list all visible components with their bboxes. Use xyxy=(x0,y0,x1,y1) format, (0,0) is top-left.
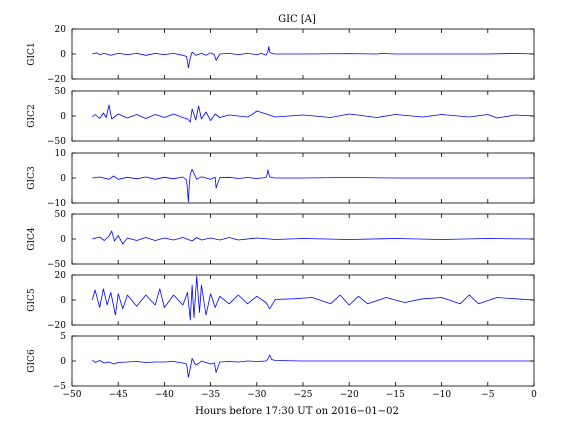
axes-frame xyxy=(71,90,535,142)
axes-frame xyxy=(71,274,535,326)
chart-title: GIC [A] xyxy=(278,14,316,25)
y-tick-label: 50 xyxy=(55,87,67,97)
series-line-gic2 xyxy=(92,104,535,123)
y-tick-label: −20 xyxy=(47,75,66,85)
y-tick-label: 0 xyxy=(60,296,66,306)
y-tick-label: 10 xyxy=(55,149,67,159)
panel-gic3: −10 0 10 GIC3 xyxy=(27,149,535,209)
panel-gic5: −20 0 20 GIC5 xyxy=(27,271,535,331)
y-axis-label: GIC3 xyxy=(27,166,37,190)
y-axis-label: GIC5 xyxy=(27,288,37,312)
y-tick-label: 0 xyxy=(60,112,66,122)
y-tick-label: 20 xyxy=(55,25,67,35)
y-tick-label: −10 xyxy=(47,199,66,209)
x-tick-label: −35 xyxy=(201,390,220,400)
series-line-gic3 xyxy=(92,168,534,203)
y-tick-label: 0 xyxy=(60,357,66,367)
x-tick-label: −30 xyxy=(247,390,266,400)
series-line-gic4 xyxy=(92,230,535,245)
y-tick-label: 5 xyxy=(60,332,66,342)
y-axis-label: GIC6 xyxy=(27,349,37,373)
x-tick-label: −10 xyxy=(432,390,451,400)
y-tick-label: 20 xyxy=(55,271,67,281)
series-line-gic1 xyxy=(92,46,535,69)
x-tick-label: −40 xyxy=(155,390,174,400)
y-tick-label: −50 xyxy=(47,137,66,147)
y-axis-label: GIC1 xyxy=(27,42,37,65)
y-tick-label: 50 xyxy=(55,210,67,220)
x-tick-label: −20 xyxy=(340,390,359,400)
y-tick-label: 0 xyxy=(60,50,66,60)
series-line-gic6 xyxy=(92,354,534,378)
y-tick-label: −5 xyxy=(53,382,67,392)
y-tick-label: 0 xyxy=(60,174,66,184)
x-axis-label: Hours before 17:30 UT on 2016−01−02 xyxy=(195,406,399,417)
series-line-gic5 xyxy=(91,275,535,321)
y-tick-label: −20 xyxy=(47,321,66,331)
y-axis-label: GIC4 xyxy=(27,227,37,251)
panel-gic1: −20 0 20 GIC1 xyxy=(27,25,535,85)
x-tick-label: −25 xyxy=(294,390,313,400)
x-tick-label: −15 xyxy=(386,390,405,400)
y-axis-label: GIC2 xyxy=(27,104,37,127)
y-tick-label: 0 xyxy=(60,235,66,245)
panel-stack: −20020GIC1−50050GIC2−10010GIC3−50050GIC4… xyxy=(27,25,537,400)
x-tick-label: 0 xyxy=(531,390,537,400)
panel-gic2: −50 0 50 GIC2 xyxy=(27,87,535,147)
y-tick-label: −50 xyxy=(47,260,66,270)
panel-gic4: −50 0 50 GIC4 xyxy=(27,210,535,270)
x-tick-label: −50 xyxy=(63,390,82,400)
x-tick-label: −5 xyxy=(481,390,495,400)
x-tick-label: −45 xyxy=(109,390,128,400)
